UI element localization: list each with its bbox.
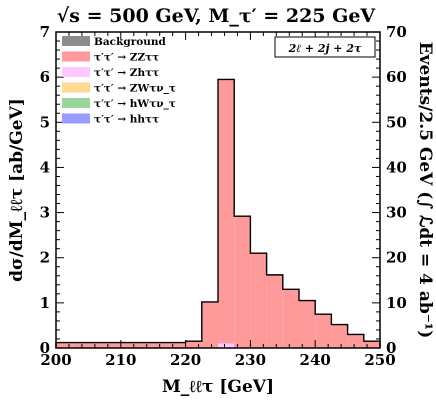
legend-swatch: [62, 67, 90, 77]
bar-zhττ-10: [218, 343, 235, 348]
bar-zzττ-12: [250, 253, 267, 348]
y-tick-label-left: 4: [40, 158, 50, 176]
legend-swatch: [62, 36, 90, 46]
bar-zzττ-19: [363, 341, 380, 348]
x-tick-label: 200: [40, 351, 71, 369]
plot-frame: [55, 31, 381, 349]
legend-swatch: [62, 98, 90, 108]
channel-box: 2ℓ + 2j + 2τ: [274, 36, 376, 58]
bar-zzττ-8: [185, 341, 202, 348]
legend-swatch: [62, 51, 90, 62]
y-tick-label-right: 70: [386, 23, 407, 41]
x-tick-label: 250: [364, 351, 395, 369]
bar-zzττ-4: [120, 342, 137, 348]
legend-label: τ′τ′ → hWτν_τ: [94, 98, 176, 111]
bar-zzττ-18: [347, 334, 364, 348]
channel-label: 2ℓ + 2j + 2τ: [288, 42, 362, 55]
histogram-bars: [55, 78, 381, 348]
y-tick-label-left: 7: [40, 23, 50, 41]
y-tick-label-right: 20: [386, 249, 407, 267]
bar-zzττ-5: [137, 342, 154, 348]
y-axis-label-right: Events/2.5 GeV (∫ ℒdt = 4 ab⁻¹): [415, 42, 435, 339]
legend-label: Background: [94, 36, 166, 48]
y-tick-label-left: 5: [40, 113, 50, 131]
legend-swatch: [62, 82, 90, 93]
bar-zzττ-3: [104, 342, 121, 348]
y-tick-label-left: 1: [40, 294, 50, 312]
bar-zzττ-13: [266, 274, 283, 348]
bar-zzττ-11: [234, 216, 251, 348]
y-axis-label-left: dσ/dM_ℓℓτ [ab/GeV]: [7, 98, 27, 282]
bar-zzττ-2: [88, 342, 105, 348]
bar-zzττ-0: [56, 342, 73, 348]
y-tick-label-left: 2: [40, 249, 50, 267]
legend-swatch: [62, 113, 90, 124]
y-tick-label-right: 30: [386, 204, 407, 222]
y-tick-label-right: 10: [386, 294, 407, 312]
bar-zzττ-1: [72, 342, 89, 348]
histogram-outline: [55, 78, 381, 348]
y-tick-label-left: 3: [40, 204, 50, 222]
x-tick-label: 210: [105, 351, 136, 369]
legend-label: τ′τ′ → ZZττ: [94, 52, 159, 64]
x-axis-label: M_ℓℓτ [GeV]: [162, 377, 274, 397]
chart-title: √s = 500 GeV, M_τ′ = 225 GeV: [57, 5, 377, 27]
y-tick-label-left: 0: [40, 339, 50, 357]
legend: Background τ′τ′ → ZZττ τ′τ′ → Zhττ τ′τ′ → Z…: [62, 36, 176, 126]
legend-label: τ′τ′ → Zhττ: [94, 67, 159, 79]
y-tick-label-right: 0: [386, 339, 396, 357]
legend-label: τ′τ′ → ZWτν_τ: [94, 83, 176, 96]
bar-zzττ-14: [282, 289, 299, 348]
x-tick-label: 230: [235, 351, 266, 369]
x-tick-label: 240: [300, 351, 331, 369]
x-tick-label: 220: [170, 351, 201, 369]
bar-zzττ-7: [169, 342, 186, 348]
bar-zzττ-9: [201, 301, 218, 348]
y-tick-label-left: 6: [40, 68, 50, 86]
bar-zzττ-6: [153, 342, 170, 348]
y-tick-label-right: 50: [386, 113, 407, 131]
bar-zzττ-16: [315, 314, 332, 348]
bar-zzττ-17: [331, 324, 348, 348]
bar-zzττ-15: [299, 300, 316, 348]
bar-zzττ-10: [218, 79, 235, 344]
y-tick-label-right: 60: [386, 68, 407, 86]
axis-ticks: 200 210 220 230 240 2500123456701020304050607…: [40, 23, 407, 369]
legend-label: τ′τ′ → hhττ: [94, 114, 159, 126]
y-tick-label-right: 40: [386, 158, 407, 176]
